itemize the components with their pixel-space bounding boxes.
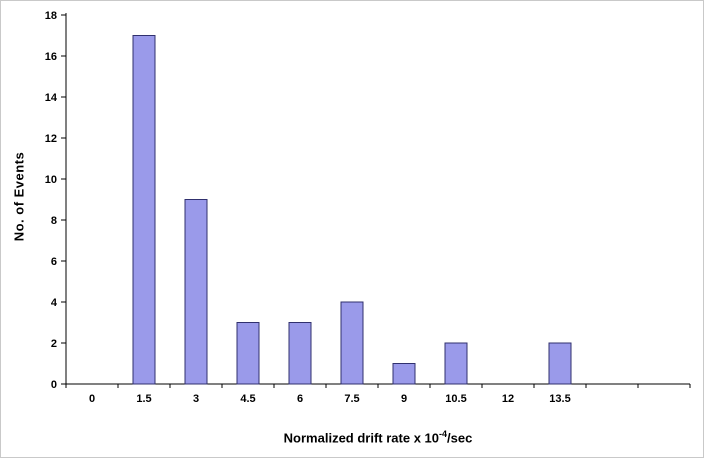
bar-3 bbox=[184, 199, 208, 385]
x-axis-title: Normalized drift rate x 10-4/sec bbox=[66, 429, 690, 445]
x-tick-label: 1.5 bbox=[136, 393, 151, 405]
y-tick-label: 16 bbox=[45, 51, 57, 63]
x-tick-label: 4.5 bbox=[240, 393, 255, 405]
y-tick-label: 8 bbox=[51, 215, 57, 227]
y-tick-label: 18 bbox=[45, 10, 57, 22]
y-tick-label: 14 bbox=[45, 92, 58, 104]
y-tick-label: 2 bbox=[51, 338, 57, 350]
y-tick-label: 10 bbox=[45, 174, 57, 186]
x-tick-label: 7.5 bbox=[344, 393, 359, 405]
x-tick-label: 13.5 bbox=[549, 393, 570, 405]
y-tick-label: 12 bbox=[45, 133, 57, 145]
bar-1.5 bbox=[132, 35, 156, 385]
y-tick-label: 4 bbox=[51, 297, 58, 309]
bar-4.5 bbox=[236, 322, 260, 385]
bar-10.5 bbox=[444, 342, 468, 385]
x-axis-title-base: Normalized drift rate x 10 bbox=[283, 430, 439, 446]
bar-9 bbox=[392, 363, 416, 385]
bar-7.5 bbox=[340, 301, 364, 385]
x-tick-label: 10.5 bbox=[445, 393, 466, 405]
x-tick-label: 0 bbox=[89, 393, 95, 405]
x-tick-label: 9 bbox=[401, 393, 407, 405]
x-tick-label: 12 bbox=[502, 393, 514, 405]
x-tick-label: 3 bbox=[193, 393, 199, 405]
bar-6 bbox=[288, 322, 312, 385]
x-tick-label: 6 bbox=[297, 393, 303, 405]
y-tick-label: 0 bbox=[51, 379, 57, 391]
bar-13.5 bbox=[548, 342, 572, 385]
x-axis-title-exponent: -4 bbox=[439, 429, 448, 439]
x-axis-title-suffix: /sec bbox=[447, 430, 473, 446]
y-axis-title: No. of Events bbox=[11, 151, 27, 242]
y-tick-label: 6 bbox=[51, 256, 57, 268]
